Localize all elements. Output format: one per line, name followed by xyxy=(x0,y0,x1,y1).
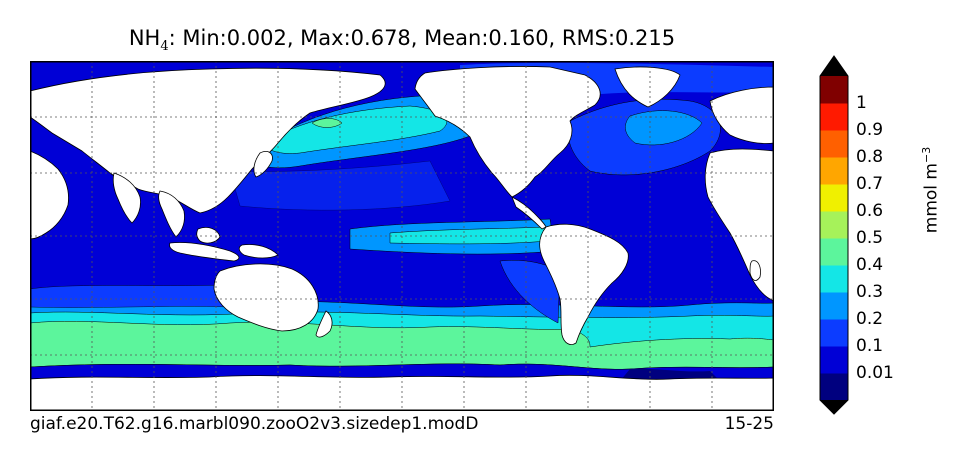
madagascar-land xyxy=(749,260,761,281)
australia-land xyxy=(213,263,319,332)
colorbar-segment xyxy=(820,157,848,185)
colorbar-over-extension xyxy=(820,56,848,76)
india-land xyxy=(112,172,141,224)
colorbar-tick-label: 0.01 xyxy=(856,363,894,383)
case-name: giaf.e20.T62.g16.marbl090.zooO2v3.sizede… xyxy=(30,414,479,434)
units-label: mmol m−3 xyxy=(920,140,942,240)
bering-green-spot xyxy=(311,118,343,128)
colorbar-tick-label: 0.6 xyxy=(856,201,884,221)
units-exponent: −3 xyxy=(920,146,933,163)
japan-land xyxy=(253,151,273,178)
new-zealand-land xyxy=(315,310,333,338)
north-pacific-cyan xyxy=(261,105,447,154)
colorbar-segment xyxy=(820,211,848,239)
map-frame xyxy=(30,61,774,411)
colorbar-segment xyxy=(820,265,848,293)
ocean-map xyxy=(30,61,774,411)
colorbar-tick-label: 0.5 xyxy=(856,228,884,248)
year-range: 15-25 xyxy=(724,414,774,434)
colorbar xyxy=(819,55,849,415)
colorbar-segment xyxy=(820,373,848,401)
colorbar-tick-label: 1 xyxy=(856,93,867,113)
units-text: mmol m xyxy=(921,163,942,234)
title-variable-subscript: 4 xyxy=(160,39,169,55)
colorbar-under-extension xyxy=(820,400,848,414)
borneo-land xyxy=(196,227,221,244)
colorbar-segment xyxy=(820,130,848,158)
colorbar-segment xyxy=(820,238,848,266)
colorbar-tick-label: 0.4 xyxy=(856,255,884,275)
colorbar-tick-label: 0.3 xyxy=(856,282,884,302)
new-guinea-land xyxy=(238,244,279,259)
colorbar-segment xyxy=(820,103,848,131)
colorbar-tick-label: 0.2 xyxy=(856,309,884,329)
europe-land xyxy=(709,86,774,144)
title-stats: : Min:0.002, Max:0.678, Mean:0.160, RMS:… xyxy=(168,26,676,50)
antarctica-land xyxy=(30,374,774,411)
graticule xyxy=(30,61,774,411)
plot-title: NH4: Min:0.002, Max:0.678, Mean:0.160, R… xyxy=(30,26,774,54)
north-atlantic-mid xyxy=(625,110,703,146)
colorbar-segment xyxy=(820,184,848,212)
indonesia-land xyxy=(169,242,240,262)
colorbar-tick-label: 0.7 xyxy=(856,174,884,194)
colorbar-tick-label: 0.1 xyxy=(856,336,884,356)
colorbar-segment xyxy=(820,319,848,347)
indian-ocean-edge xyxy=(30,284,231,308)
colorbar-segment xyxy=(820,292,848,320)
south-america-land xyxy=(539,223,629,345)
title-variable: NH xyxy=(128,26,161,50)
central-america-land xyxy=(511,196,547,230)
colorbar-segment xyxy=(820,346,848,374)
south-america-coastal xyxy=(499,260,561,324)
africa-west-land xyxy=(30,150,69,240)
colorbar-tick-label: 0.8 xyxy=(856,147,884,167)
colorbar-segment xyxy=(820,76,848,104)
greenland-land xyxy=(614,66,681,108)
colorbar-tick-label: 0.9 xyxy=(856,120,884,140)
colorbar-outline xyxy=(819,55,849,415)
north-america-land xyxy=(414,66,601,198)
indochina-land xyxy=(158,190,185,238)
